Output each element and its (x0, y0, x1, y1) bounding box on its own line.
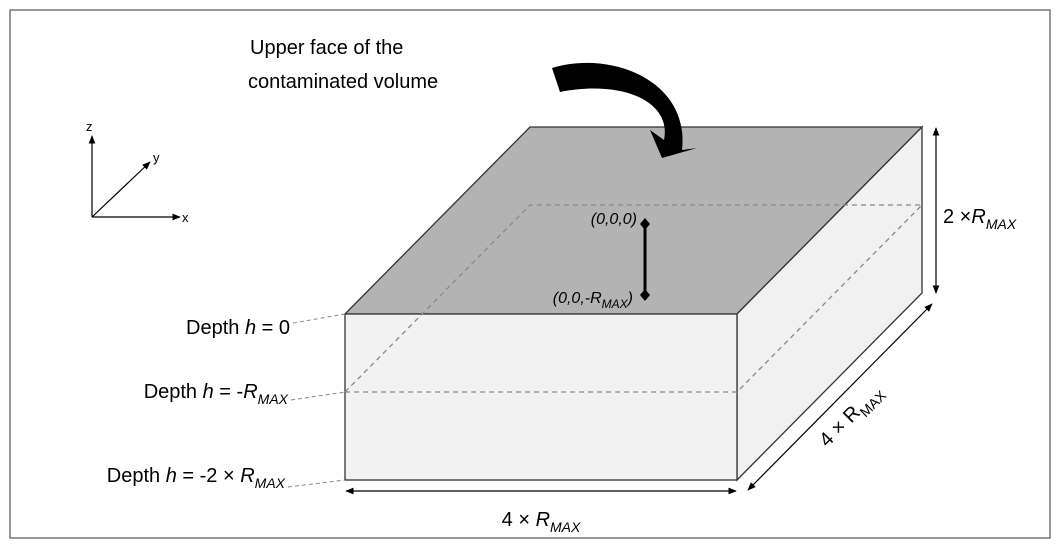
t: Depth (186, 317, 245, 339)
depth-label: Depth h = -RMAX (144, 381, 289, 407)
bottom-label: (0,0,-RMAX) (553, 290, 633, 311)
t: R (243, 381, 257, 403)
t: MAX (986, 216, 1017, 232)
leaders (287, 313, 346, 488)
depth-dim: 4 × RMAX (815, 380, 890, 455)
height-dim: 2 ×RMAX (943, 206, 1017, 232)
front-face (344, 313, 738, 481)
curved-arrow (552, 62, 697, 158)
t: MAX (258, 391, 289, 407)
t: h (166, 465, 177, 487)
t: 2 × (943, 206, 971, 228)
t: Depth (107, 465, 166, 487)
t: MAX (602, 297, 629, 311)
t: = - (214, 381, 243, 403)
origin-label: (0,0,0) (591, 211, 637, 228)
frame (9, 9, 1051, 539)
t: MAX (856, 387, 889, 420)
t: ) (626, 290, 633, 307)
axis-y: y (153, 150, 160, 165)
t: R (536, 509, 550, 531)
t: = 0 (256, 317, 290, 339)
axis-z: z (86, 119, 93, 134)
t: h (203, 381, 214, 403)
t: R (240, 465, 254, 487)
t: MAX (255, 475, 286, 491)
t: R (971, 206, 985, 228)
t: MAX (550, 519, 581, 535)
depth-label: Depth h = 0 (186, 317, 290, 339)
t: h (245, 317, 256, 339)
dimension-lines (345, 127, 940, 495)
t: = -2 × (177, 465, 240, 487)
t: 4 × (502, 509, 536, 531)
mid-plane (344, 204, 924, 393)
t: (0,0,-R (553, 290, 602, 307)
axis-x: x (182, 210, 189, 225)
width-dim: 4 × RMAX (502, 509, 581, 535)
title-line: Upper face of the (250, 37, 403, 59)
depth-label: Depth h = -2 × RMAX (107, 465, 286, 491)
axes (88, 135, 181, 221)
title-line: contaminated volume (248, 71, 438, 93)
t: Depth (144, 381, 203, 403)
